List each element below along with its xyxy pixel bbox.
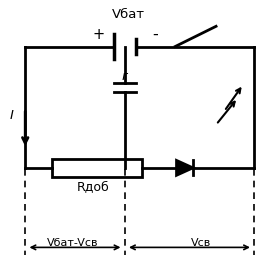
Text: Rдоб: Rдоб: [77, 180, 110, 193]
Text: Vсв: Vсв: [191, 238, 211, 248]
Text: Vбат: Vбат: [112, 8, 145, 21]
Polygon shape: [176, 160, 193, 175]
Text: Vбат-Vсв: Vбат-Vсв: [47, 238, 99, 248]
Text: I: I: [10, 109, 13, 122]
Text: -: -: [152, 27, 158, 42]
Text: r: r: [122, 70, 127, 83]
Text: +: +: [93, 27, 105, 42]
Bar: [53, 159, 142, 177]
